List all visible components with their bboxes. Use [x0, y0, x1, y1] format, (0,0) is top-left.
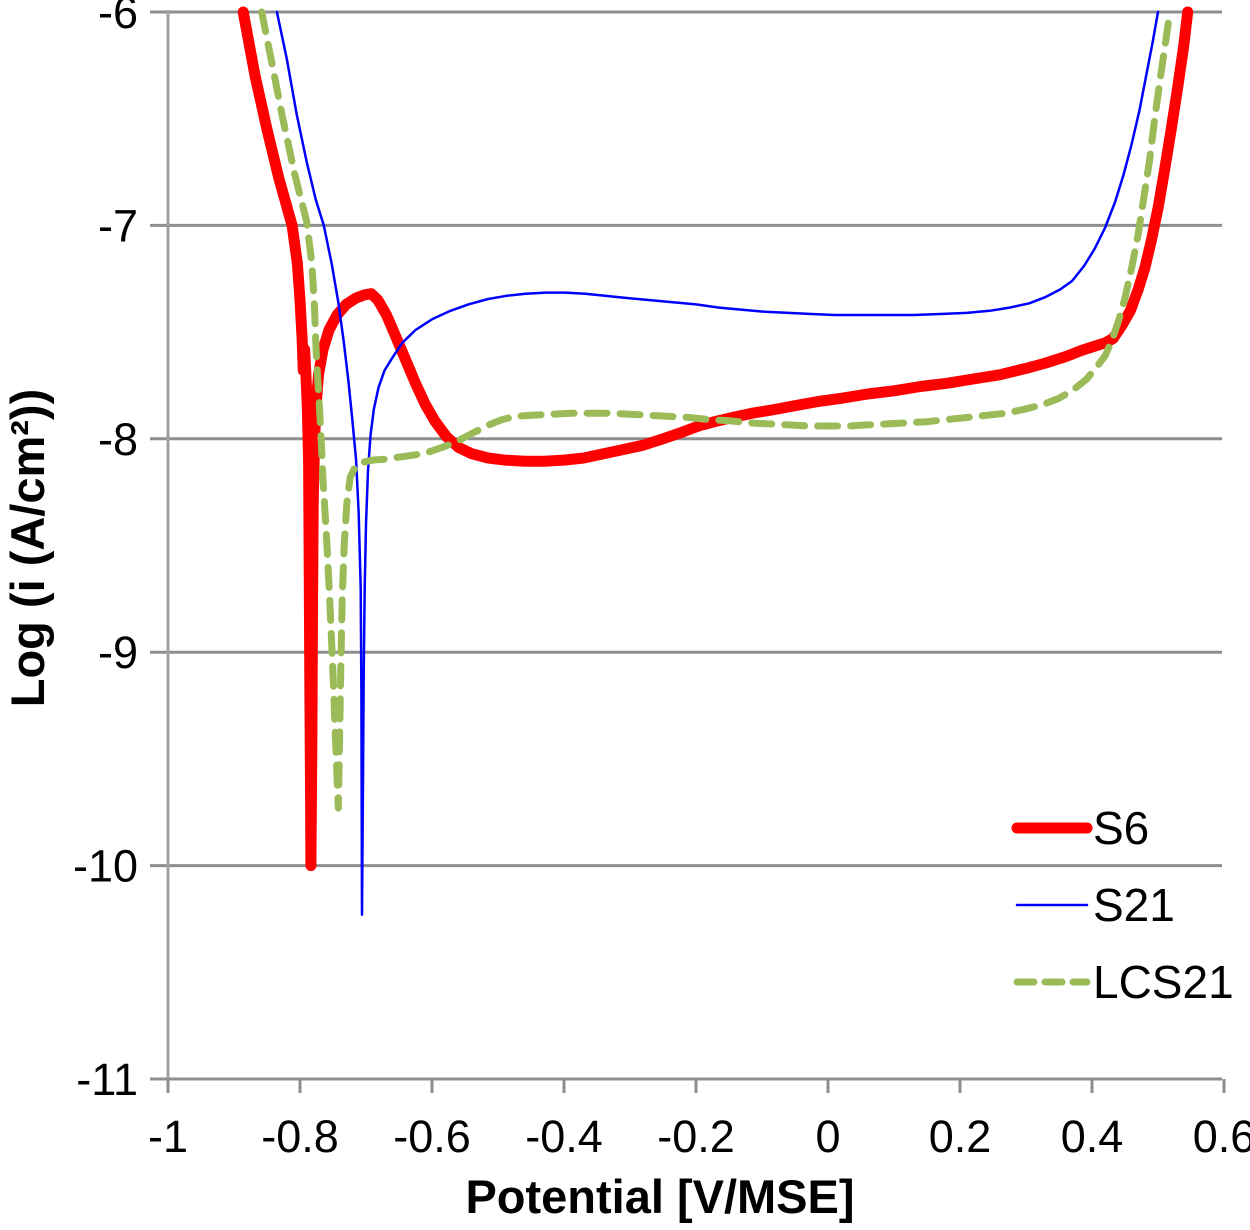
y-tick-label--11: -11 [76, 1054, 138, 1105]
legend-label-LCS21: LCS21 [1093, 956, 1234, 1008]
x-tick-label--0.4: -0.4 [525, 1111, 603, 1162]
x-tick-label--0.6: -0.6 [393, 1111, 471, 1162]
y-tick-label--9: -9 [98, 627, 138, 678]
series-curves [237, 6, 1194, 916]
legend: S6 S21 LCS21 [1011, 802, 1234, 1008]
y-tick-label--8: -8 [98, 414, 138, 465]
axes [150, 10, 1226, 1093]
y-axis-title: Log (i (A/cm²)) [1, 389, 54, 708]
x-axis-title: Potential [V/MSE] [465, 1170, 854, 1223]
x-tick-label--0.2: -0.2 [657, 1111, 735, 1162]
y-tick-label--7: -7 [98, 200, 138, 251]
tick-labels: -6 -7 -8 -9 -10 -11-1 -0.8 -0.6 -0.4 -0.2 0 0.2 0.4 0… [73, 0, 1250, 1162]
x-tick-label-0.6: 0.6 [1193, 1111, 1250, 1162]
x-tick-label-0.4: 0.4 [1061, 1111, 1124, 1162]
legend-label-S21: S21 [1093, 879, 1175, 931]
series-line-LCS21 [258, 8, 1174, 812]
y-tick-label--10: -10 [73, 841, 138, 892]
x-tick-label--0.8: -0.8 [261, 1111, 339, 1162]
series-line-S21 [275, 10, 1160, 916]
series-line-S6 [237, 6, 1194, 872]
legend-label-S6: S6 [1093, 802, 1149, 854]
y-tick-label--6: -6 [98, 0, 138, 38]
x-tick-label-0.2: 0.2 [929, 1111, 992, 1162]
x-tick-label--1: -1 [148, 1111, 188, 1162]
x-tick-label-0: 0 [815, 1111, 840, 1162]
